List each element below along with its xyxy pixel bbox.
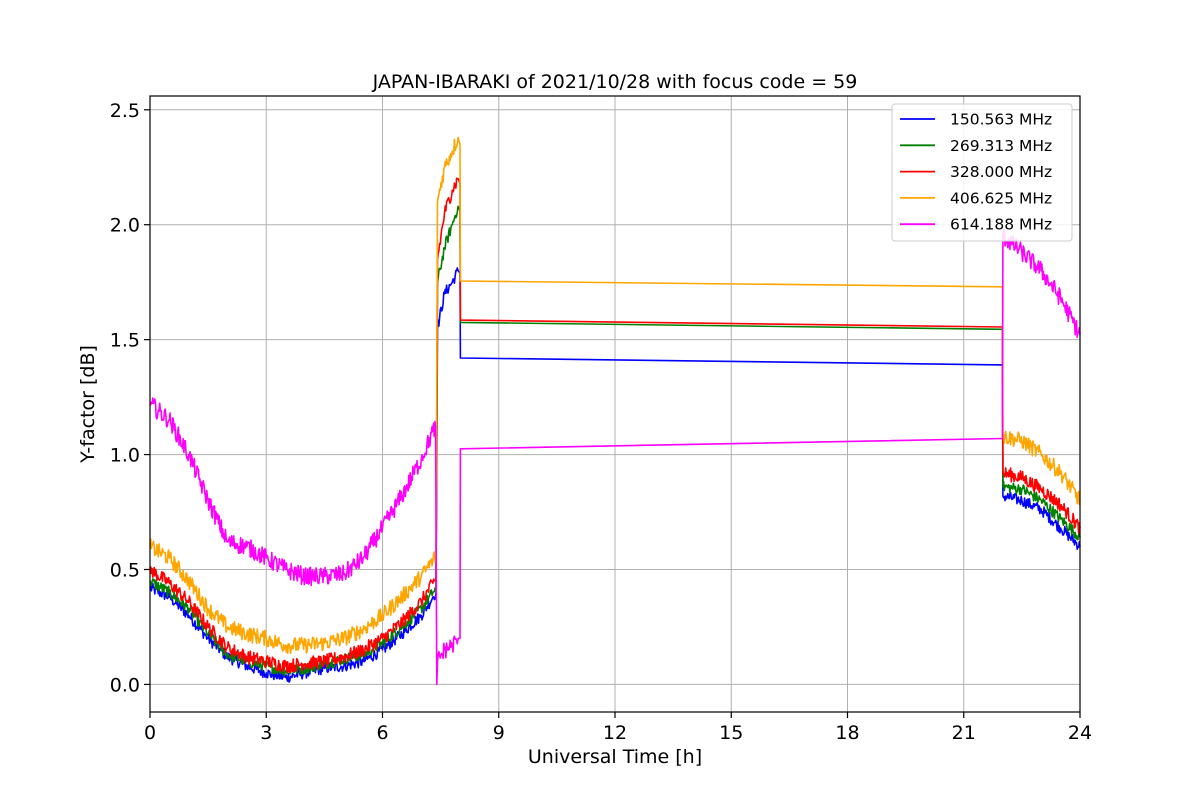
- x-tick-label: 3: [260, 722, 272, 744]
- legend-box: [891, 103, 1073, 242]
- y-axis-label: Y-factor [dB]: [77, 345, 99, 464]
- x-tick-label: 12: [603, 722, 627, 744]
- y-tick-label: 0.5: [110, 559, 140, 581]
- x-tick-label: 18: [835, 722, 859, 744]
- tick-layer: 0 3 6 9 12 15 18 21 24 0.0 0.5 1.0 1.5 2.0 2.5: [110, 100, 1092, 744]
- series-line-2: [149, 177, 1081, 674]
- series-line-3: [149, 136, 1081, 655]
- x-tick-label: 6: [376, 722, 388, 744]
- legend: 150.563 MHz 269.313 MHz 328.000 MHz 406.625…: [891, 103, 1073, 242]
- x-axis-label: Universal Time [h]: [528, 746, 702, 768]
- legend-label-3: 406.625 MHz: [950, 189, 1052, 207]
- x-tick-label: 21: [952, 722, 976, 744]
- series-line-1: [149, 205, 1081, 677]
- legend-label-1: 269.313 MHz: [950, 137, 1052, 155]
- y-tick-label: 2.5: [110, 100, 140, 122]
- legend-label-0: 150.563 MHz: [950, 111, 1052, 129]
- y-tick-label: 1.0: [110, 445, 140, 467]
- chart-title: JAPAN-IBARAKI of 2021/10/28 with focus c…: [372, 71, 858, 93]
- series-layer: [149, 136, 1081, 686]
- y-tick-label: 0.0: [110, 674, 140, 696]
- legend-label-2: 328.000 MHz: [950, 163, 1052, 181]
- x-tick-label: 9: [493, 722, 505, 744]
- y-tick-label: 1.5: [110, 330, 140, 352]
- series-line-4: [149, 228, 1081, 686]
- x-tick-label: 0: [144, 722, 156, 744]
- legend-label-4: 614.188 MHz: [950, 216, 1052, 234]
- x-tick-label: 15: [719, 722, 743, 744]
- y-tick-label: 2.0: [110, 215, 140, 237]
- x-tick-label: 24: [1068, 722, 1092, 744]
